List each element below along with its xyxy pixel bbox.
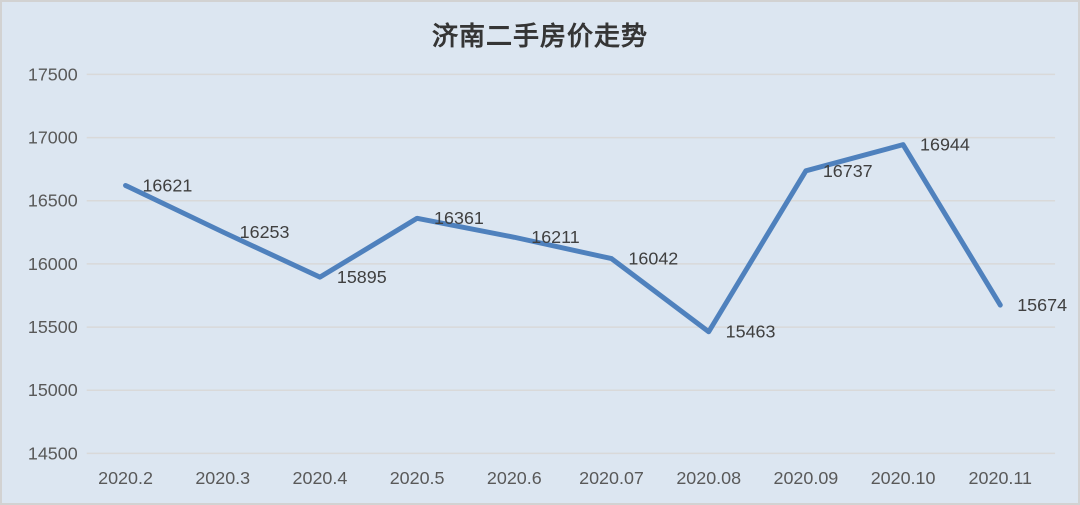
chart-title: 济南二手房价走势 — [431, 22, 648, 52]
data-point-label: 16361 — [434, 208, 484, 228]
x-axis-tick-label: 2020.4 — [293, 468, 348, 488]
x-axis-tick-label: 2020.6 — [487, 468, 542, 488]
x-axis-tick-label: 2020.08 — [676, 468, 741, 488]
data-point-label: 16042 — [628, 249, 678, 269]
data-point-label: 16737 — [823, 161, 873, 181]
y-axis-tick-label: 15500 — [28, 317, 78, 337]
y-axis-tick-label: 16000 — [28, 254, 78, 274]
price-trend-line — [123, 142, 1003, 335]
x-axis-tick-label: 2020.2 — [98, 468, 153, 488]
x-axis-tick-label: 2020.3 — [195, 468, 250, 488]
x-axis-tick-label: 2020.11 — [969, 468, 1032, 488]
x-axis-tick-label: 2020.5 — [390, 468, 445, 488]
data-point-label: 15463 — [726, 322, 776, 342]
data-point-label: 16211 — [531, 227, 580, 247]
y-axis-tick-label: 17500 — [28, 64, 78, 84]
y-axis-tick-label: 17000 — [28, 128, 78, 148]
y-axis-tick-label: 14500 — [28, 443, 78, 463]
data-point-label: 16253 — [240, 222, 290, 242]
x-axis-tick-label: 2020.10 — [871, 468, 936, 488]
data-point-label: 16944 — [920, 135, 970, 155]
data-point-label: 16621 — [142, 175, 192, 195]
y-axis-tick-label: 15000 — [28, 380, 78, 400]
y-axis-tick-label: 16500 — [28, 191, 78, 211]
data-point-label: 15895 — [337, 267, 387, 287]
x-axis-tick-label: 2020.07 — [579, 468, 644, 488]
x-axis-tick-label: 2020.09 — [774, 468, 839, 488]
data-point-label: 15674 — [1017, 295, 1067, 315]
